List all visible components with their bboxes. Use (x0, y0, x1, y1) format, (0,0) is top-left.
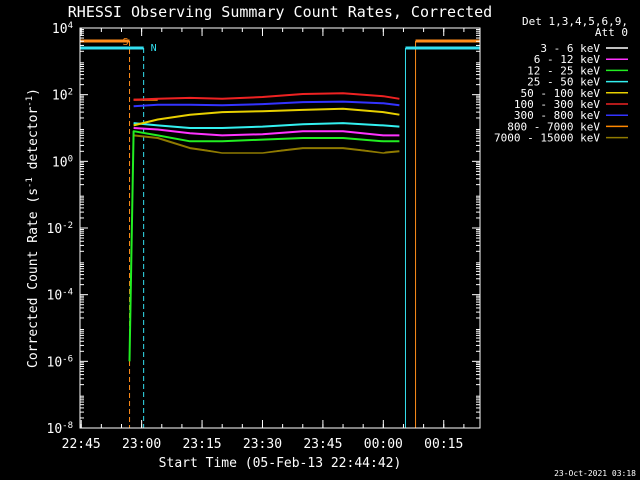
saa-marker-label: S (123, 37, 129, 48)
series-line-8 (133, 134, 400, 154)
y-tick-label: 104 (52, 21, 73, 37)
series-line-1 (133, 127, 400, 137)
legend-label: 50 - 100 keV (521, 87, 601, 100)
x-tick-label: 00:00 (364, 437, 403, 452)
legend-label: 6 - 12 keV (534, 53, 601, 66)
series-line-5 (133, 92, 400, 101)
y-tick-label: 102 (52, 88, 73, 104)
y-tick-label: 100 (52, 154, 73, 170)
series-line-2 (128, 130, 400, 362)
legend-header: Att 0 (595, 26, 628, 39)
legend-label: 25 - 50 keV (527, 76, 600, 89)
series-line-6 (133, 100, 400, 108)
y-axis-label: Corrected Count Rate (s-1 detector-1) (25, 88, 41, 368)
footer-timestamp: 23-Oct-2021 03:18 (554, 469, 636, 478)
y-tick-label: 10-4 (47, 288, 74, 304)
series-line-3 (133, 122, 400, 129)
legend-label: 7000 - 15000 keV (494, 132, 600, 145)
x-axis-label: Start Time (05-Feb-13 22:44:42) (159, 456, 402, 471)
axes: 22:45 23:00 23:15 23:30 23:45 00:00 00:15 104 10… (47, 21, 480, 452)
legend-label: 300 - 800 keV (514, 109, 600, 122)
x-tick-label: 23:30 (243, 437, 282, 452)
x-tick-label: 22:45 (62, 437, 101, 452)
legend-label: 3 - 6 keV (540, 42, 600, 55)
chart-title: RHESSI Observing Summary Count Rates, Co… (68, 3, 492, 21)
y-tick-label: 10-6 (47, 354, 74, 370)
y-tick-label: 10-2 (47, 221, 74, 237)
y-tick-label: 10-8 (47, 421, 74, 437)
x-tick-label: 23:15 (182, 437, 221, 452)
x-tick-label: 23:00 (122, 437, 161, 452)
x-tick-label: 00:15 (424, 437, 463, 452)
legend-label: 100 - 300 keV (514, 98, 600, 111)
series-line-0 (133, 130, 400, 153)
legend-header: Det 1,3,4,5,6,9, (522, 15, 628, 28)
series-line-4 (133, 107, 400, 127)
x-tick-label: 23:45 (303, 437, 342, 452)
night-marker-label: N (151, 43, 157, 54)
legend-label: 800 - 7000 keV (507, 120, 600, 133)
legend-label: 12 - 25 keV (527, 64, 600, 77)
